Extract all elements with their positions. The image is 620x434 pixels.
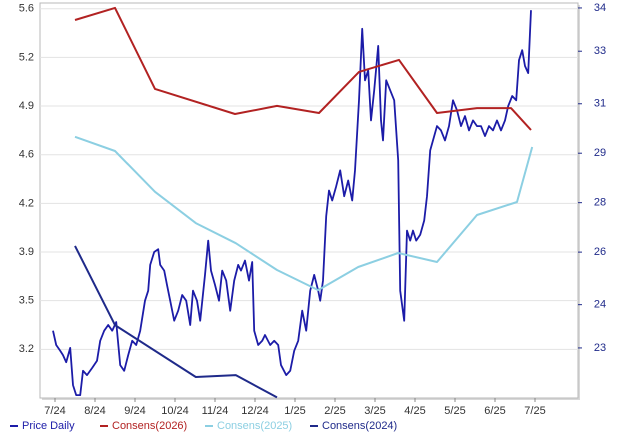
legend-label: Price Daily (22, 420, 75, 432)
series-line (74, 245, 278, 399)
series-line (74, 6, 532, 131)
axes: 3.2 3.5 3.9 4.2 4.6 4.9 5.2 5.6 23 24 26 28 29 31 33 34… (19, 2, 606, 417)
y-tick-label: 3.5 (19, 295, 34, 307)
x-tick-label: 6/25 (484, 405, 505, 417)
series-line (74, 135, 534, 292)
x-tick-label: 1/25 (284, 405, 305, 417)
y2-tick-label: 34 (594, 2, 606, 14)
y2-tick-label: 24 (594, 299, 606, 311)
x-tick-label: 8/24 (84, 405, 105, 417)
x-tick-label: 12/24 (241, 405, 269, 417)
y-tick-label: 4.6 (19, 149, 34, 161)
y2-tick-label: 29 (594, 147, 606, 159)
plot-area (39, 2, 579, 399)
y-tick-label: 4.2 (19, 197, 34, 209)
y-tick-label: 3.9 (19, 246, 34, 258)
x-tick-label: 7/24 (44, 405, 65, 417)
y2-tick-label: 26 (594, 246, 606, 258)
x-tick-label: 3/25 (364, 405, 385, 417)
x-tick-label: 5/25 (444, 405, 465, 417)
y-tick-label: 4.9 (19, 100, 34, 112)
x-tick-label: 4/25 (404, 405, 425, 417)
x-tick-label: 2/25 (324, 405, 345, 417)
x-tick-label: 11/24 (202, 405, 229, 417)
y-tick-label: 5.2 (19, 51, 34, 63)
x-tick-label: 7/25 (524, 405, 545, 417)
legend-label: Consens(2025) (217, 420, 292, 432)
legend: Price Daily Consens(2026) Consens(2025) Con… (10, 420, 397, 432)
series-line (52, 10, 532, 396)
y2-tick-label: 33 (594, 45, 606, 57)
y2-tick-label: 23 (594, 342, 606, 354)
lines (52, 6, 534, 399)
legend-label: Consens(2026) (112, 420, 187, 432)
y2-tick-label: 31 (594, 98, 606, 110)
x-tick-label: 10/24 (161, 405, 189, 417)
y-tick-label: 3.2 (19, 343, 34, 355)
x-tick-label: 9/24 (124, 405, 145, 417)
legend-label: Consens(2024) (322, 420, 397, 432)
y-tick-label: 5.6 (19, 3, 34, 15)
y2-tick-label: 28 (594, 197, 606, 209)
